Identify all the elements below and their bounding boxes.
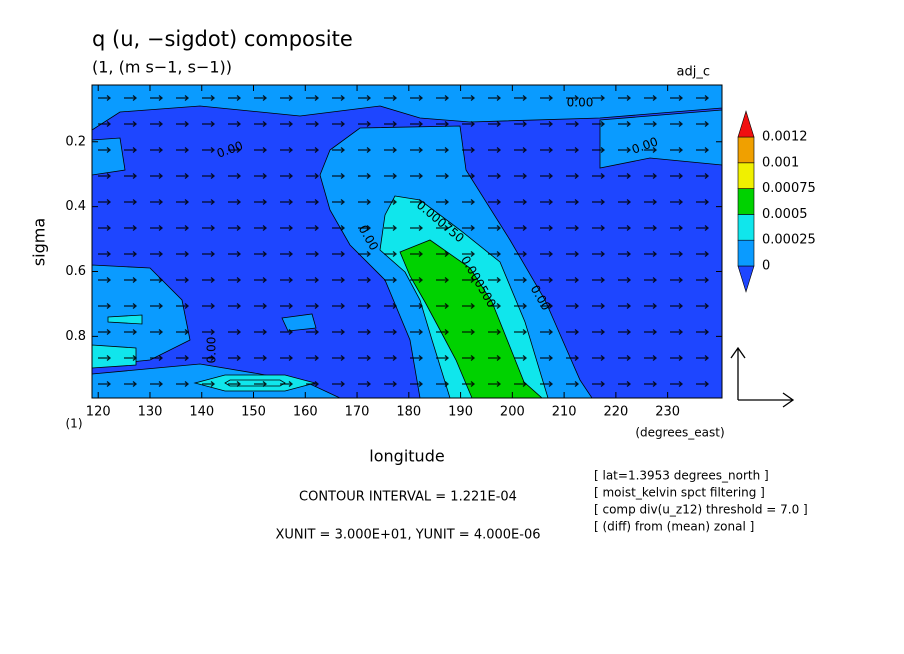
x-tick-label: 180 bbox=[396, 405, 421, 420]
colorbar-swatch bbox=[737, 214, 755, 241]
reference-vector bbox=[730, 346, 795, 408]
contour-label: 0.00 bbox=[567, 96, 594, 110]
tag: adj_c bbox=[677, 65, 710, 80]
contour-label: 0.00 bbox=[205, 337, 219, 364]
colorbar-label: 0 bbox=[762, 259, 770, 274]
x-tick-label: 220 bbox=[603, 405, 628, 420]
colorbar-label: 0.0005 bbox=[762, 207, 808, 222]
contour-interval: CONTOUR INTERVAL = 1.221E-04 bbox=[299, 490, 517, 505]
x-tick-label: 120 bbox=[86, 405, 111, 420]
colorbar-label: 0.00075 bbox=[762, 181, 816, 196]
y-tick-label: 0.4 bbox=[65, 199, 86, 214]
x-tick-label: 230 bbox=[655, 405, 680, 420]
x-unit-label: (degrees_east) bbox=[635, 426, 724, 440]
y-tick-label: 0.2 bbox=[65, 134, 86, 149]
note: [ comp div(u_z12) threshold = 7.0 ] bbox=[594, 503, 808, 517]
note: [ moist_kelvin spct filtering ] bbox=[594, 486, 765, 500]
x-tick-label: 190 bbox=[448, 405, 473, 420]
chart-title: q (u, −sigdot) composite bbox=[92, 27, 353, 51]
note: [ lat=1.3953 degrees_north ] bbox=[594, 469, 769, 483]
colorbar-swatch bbox=[737, 239, 755, 267]
x-tick-label: 200 bbox=[500, 405, 525, 420]
x-tick-label: 170 bbox=[345, 405, 370, 420]
colorbar-swatch bbox=[737, 162, 755, 189]
y-axis-title: sigma bbox=[30, 218, 49, 266]
x-tick-label: 160 bbox=[293, 405, 318, 420]
plot-frame bbox=[91, 84, 723, 399]
x-tick-label: 140 bbox=[189, 405, 214, 420]
vector-units: XUNIT = 3.000E+01, YUNIT = 4.000E-06 bbox=[276, 528, 541, 543]
x-axis-title: longitude bbox=[369, 447, 444, 466]
corner-label: (1) bbox=[66, 417, 83, 431]
y-tick-label: 0.8 bbox=[65, 329, 86, 344]
x-tick-label: 150 bbox=[241, 405, 266, 420]
colorbar-label: 0.00025 bbox=[762, 233, 816, 248]
vector-field bbox=[92, 85, 722, 398]
colorbar-swatch bbox=[737, 265, 755, 293]
colorbar-label: 0.001 bbox=[762, 155, 799, 170]
colorbar-swatch bbox=[737, 188, 755, 215]
x-tick-label: 210 bbox=[552, 405, 577, 420]
colorbar-swatch bbox=[737, 110, 755, 138]
colorbar-label: 0.0012 bbox=[762, 130, 808, 145]
chart-subtitle: (1, (m s−1, s−1)) bbox=[92, 58, 232, 77]
y-tick-label: 0.6 bbox=[65, 264, 86, 279]
note: [ (diff) from (mean) zonal ] bbox=[594, 520, 754, 534]
x-tick-label: 130 bbox=[138, 405, 163, 420]
colorbar-swatch bbox=[737, 136, 755, 164]
